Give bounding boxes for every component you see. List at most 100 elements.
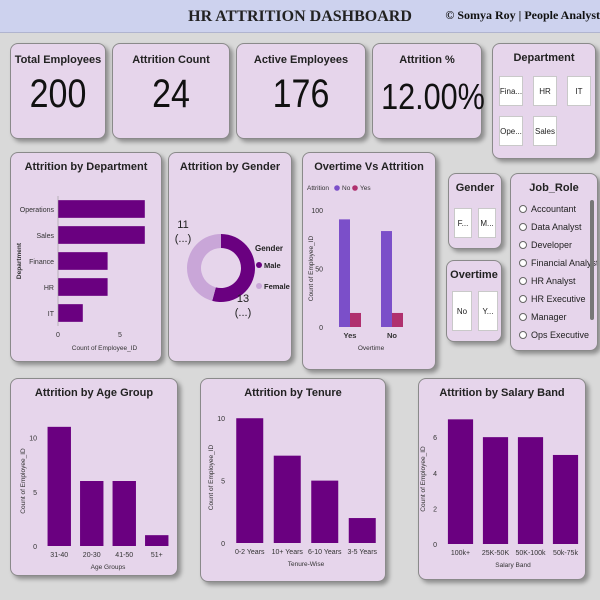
x-axis-label: Salary Band: [495, 562, 531, 569]
y-tick-label: Sales: [36, 233, 54, 240]
x-tick-label: 10+ Years: [272, 549, 304, 556]
job-role-option[interactable]: Data Analyst: [519, 222, 582, 232]
y-tick-label: Operations: [20, 207, 55, 214]
donut-data-label: (...): [235, 307, 252, 319]
y-tick-label: 2: [433, 506, 437, 513]
legend-label: Female: [264, 282, 290, 291]
job-role-slicer: Job_Role Accountant Data Analyst Develop…: [510, 173, 598, 351]
donut-data-label: 13: [237, 293, 249, 305]
kpi-value: 24: [152, 72, 190, 116]
tenure-chart-card: Attrition by Tenure 0 5 10 Count of Employe…: [200, 378, 386, 582]
kpi-total-employees: Total Employees 200: [10, 43, 106, 139]
department-option[interactable]: Ope...: [499, 116, 523, 146]
bar: [348, 518, 376, 543]
legend-label: No: [342, 185, 351, 192]
x-tick-label: 3-5 Years: [347, 549, 377, 556]
department-option[interactable]: Sales: [533, 116, 557, 146]
job-role-option[interactable]: Accountant: [519, 204, 576, 214]
bar: [58, 304, 83, 322]
gender-slicer-title: Gender: [455, 182, 495, 194]
job-role-option[interactable]: Manager: [519, 312, 567, 322]
job-role-option[interactable]: HR Analyst: [519, 276, 576, 286]
kpi-attrition-count: Attrition Count 24: [112, 43, 230, 139]
department-option[interactable]: IT: [567, 76, 591, 106]
y-axis-label: Count of Employee_ID: [308, 236, 315, 302]
y-tick-label: 0: [221, 541, 225, 548]
tenure-bar-chart: 0 5 10 Count of Employee_ID 0-2 Years 10+ Yea…: [208, 416, 378, 568]
job-role-label: Financial Analyst: [531, 258, 598, 268]
x-tick-label: 51+: [151, 552, 163, 559]
bar: [58, 252, 108, 270]
age-chart-card: Attrition by Age Group 0 5 10 Count of Empl…: [10, 378, 178, 576]
department-option[interactable]: HR: [533, 76, 557, 106]
bar: [47, 426, 71, 546]
gender-option[interactable]: M...: [478, 208, 496, 238]
radio-icon: [519, 295, 527, 303]
kpi-label: Active Employees: [253, 54, 349, 66]
job-role-option[interactable]: Financial Analyst: [519, 258, 598, 268]
x-axis-label: Tenure-Wise: [288, 561, 325, 568]
legend-marker: [256, 262, 262, 268]
gender-option[interactable]: F...: [454, 208, 472, 238]
x-tick-label: 0: [56, 332, 60, 339]
x-axis-label: Age Groups: [91, 564, 126, 571]
kpi-label: Attrition Count: [132, 54, 210, 66]
bar: [482, 437, 509, 544]
x-tick-label: 50K-100k: [516, 550, 546, 557]
x-tick-label: 41-50: [115, 552, 133, 559]
legend-label: Male: [264, 261, 281, 270]
legend-label: Yes: [360, 185, 371, 192]
chart-title: Attrition by Salary Band: [439, 387, 565, 399]
legend-marker: [256, 283, 262, 289]
job-role-option[interactable]: HR Executive: [519, 294, 586, 304]
job-role-label: Ops Executive: [531, 330, 590, 340]
gender-donut-chart: 11 (...) 13 (...) Gender Male Female: [175, 219, 290, 319]
bar: [392, 312, 403, 327]
y-axis-label: Count of Employee_ID: [420, 446, 427, 512]
overtime-slicer-title: Overtime: [450, 269, 498, 281]
department-slicer: Department Fina... HR IT Ope... Sales: [492, 43, 596, 159]
legend-title: Gender: [255, 244, 283, 253]
bar: [350, 312, 361, 327]
x-tick-label: 5: [118, 332, 122, 339]
x-tick-label: 50k-75k: [553, 550, 578, 557]
job-role-option[interactable]: Developer: [519, 240, 572, 250]
kpi-value: 12.00%: [381, 76, 485, 117]
donut-data-label: (...): [175, 233, 192, 245]
donut-slice-female: [187, 234, 221, 301]
chart-title: Attrition by Tenure: [244, 387, 342, 399]
overtime-option[interactable]: Y...: [478, 291, 498, 331]
y-axis-label: Department: [16, 242, 23, 279]
salary-chart-card: Attrition by Salary Band 0 2 4 6 Count of Em…: [418, 378, 586, 580]
bar: [58, 278, 108, 296]
dashboard-title: HR ATTRITION DASHBOARD: [188, 8, 412, 25]
y-tick-label: 5: [221, 479, 225, 486]
radio-icon: [519, 277, 527, 285]
overtime-bar-chart: Attrition No Yes 0 50 100 Count of Employee_ID…: [307, 185, 403, 352]
chart-title: Attrition by Gender: [179, 161, 281, 173]
kpi-label: Total Employees: [14, 54, 102, 66]
job-role-label: Developer: [531, 240, 573, 250]
salary-bar-chart: 0 2 4 6 Count of Employee_ID 100k+ 25K-50K 50K-…: [420, 419, 579, 569]
department-option[interactable]: Fina...: [499, 76, 523, 106]
bar: [552, 454, 579, 544]
overtime-chart-card: Overtime Vs Attrition Attrition No Yes 0 50 1…: [302, 152, 436, 370]
job-role-option[interactable]: Ops Executive: [519, 330, 589, 340]
radio-icon: [519, 205, 527, 213]
x-tick-label: 0-2 Years: [235, 549, 265, 556]
y-tick-label: 10: [217, 416, 225, 423]
bar: [58, 226, 145, 244]
legend-marker: [334, 185, 340, 191]
overtime-option[interactable]: No: [452, 291, 472, 331]
x-tick-label: 25K-50K: [482, 550, 510, 557]
y-tick-label: 10: [29, 436, 37, 443]
job-role-label: Manager: [531, 312, 567, 322]
dashboard-header: HR ATTRITION DASHBOARD © Somya Roy | Peo…: [0, 0, 600, 33]
y-tick-label: 0: [33, 544, 37, 551]
y-tick-label: IT: [48, 311, 55, 318]
x-axis-label: Count of Employee_ID: [72, 345, 138, 352]
bar: [236, 418, 264, 543]
legend-marker: [352, 185, 358, 191]
job-role-scrollbar[interactable]: [590, 200, 594, 320]
x-tick-label: 6-10 Years: [308, 549, 342, 556]
